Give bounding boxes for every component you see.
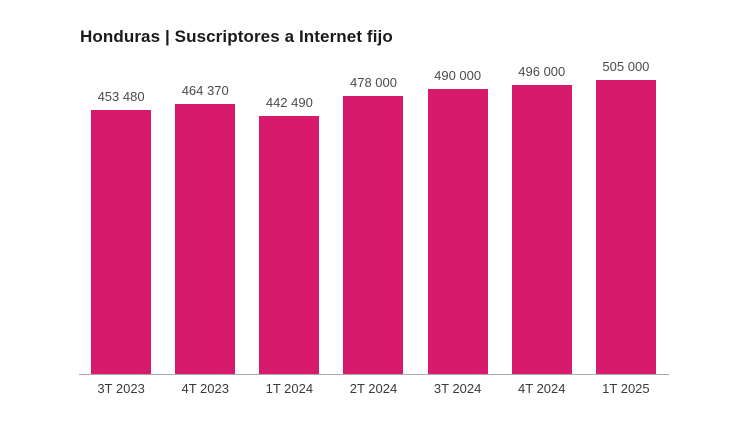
bar-column: 453 480 — [79, 80, 163, 374]
x-axis-label: 4T 2024 — [518, 381, 566, 396]
bar — [175, 103, 236, 374]
bar-column: 505 000 — [584, 59, 668, 374]
x-axis-label: 4T 2023 — [181, 381, 229, 396]
bar-value-label: 442 490 — [265, 95, 313, 111]
bar-value-label: 496 000 — [518, 64, 566, 80]
bar-value-label: 478 000 — [349, 74, 397, 90]
bar-column: 442 490 — [247, 80, 331, 374]
chart-title: Honduras | Suscriptores a Internet fijo — [80, 27, 393, 46]
bar — [511, 85, 572, 374]
x-axis-label: 1T 2024 — [265, 381, 314, 396]
bar-value-label: 453 480 — [97, 89, 145, 104]
x-axis-labels: 3T 2023 4T 2023 1T 2024 2T 2024 3T 2024 4T 20… — [79, 381, 668, 396]
bar — [343, 95, 404, 374]
bar-column: 490 000 — [416, 68, 500, 374]
x-axis-line — [79, 374, 669, 375]
bar-value-label: 490 000 — [434, 67, 482, 83]
bar-value-label: 505 000 — [602, 59, 650, 74]
x-axis-label: 3T 2024 — [433, 381, 482, 396]
bar — [259, 116, 320, 374]
bar — [91, 110, 152, 374]
bar-column: 478 000 — [331, 75, 415, 374]
bar — [427, 88, 488, 374]
bar-column: 464 370 — [163, 80, 247, 374]
x-axis-label: 2T 2024 — [349, 381, 398, 396]
bar — [595, 80, 656, 374]
bar-column: 496 000 — [500, 64, 584, 374]
bar-value-label: 464 370 — [181, 82, 229, 98]
x-axis-label: 3T 2023 — [97, 381, 145, 396]
bars-container: 453 480 464 370 442 490 478 000 490 000 496 0… — [79, 59, 668, 374]
x-axis-label: 1T 2025 — [602, 381, 650, 396]
